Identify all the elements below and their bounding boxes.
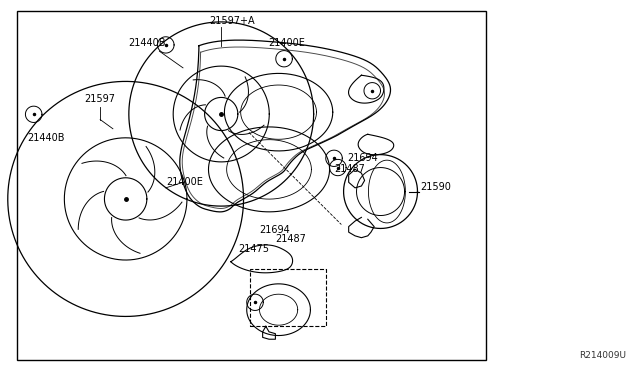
Text: 21440B: 21440B [28,133,65,143]
Bar [17,11,486,359]
Text: 21487: 21487 [275,234,307,244]
Text: 21694: 21694 [259,225,290,235]
Text: 21597+A: 21597+A [209,16,255,26]
Text: 21475: 21475 [239,244,269,254]
Text: 21597: 21597 [84,94,116,104]
Text: 21590: 21590 [420,182,452,192]
Text: 21440B: 21440B [128,38,165,48]
Text: 21400E: 21400E [166,177,203,187]
Text: R214009U: R214009U [579,351,626,360]
Bar [250,269,326,326]
Text: 21400E: 21400E [268,38,305,48]
Text: 21487: 21487 [334,164,365,174]
Text: 21694: 21694 [347,153,378,163]
